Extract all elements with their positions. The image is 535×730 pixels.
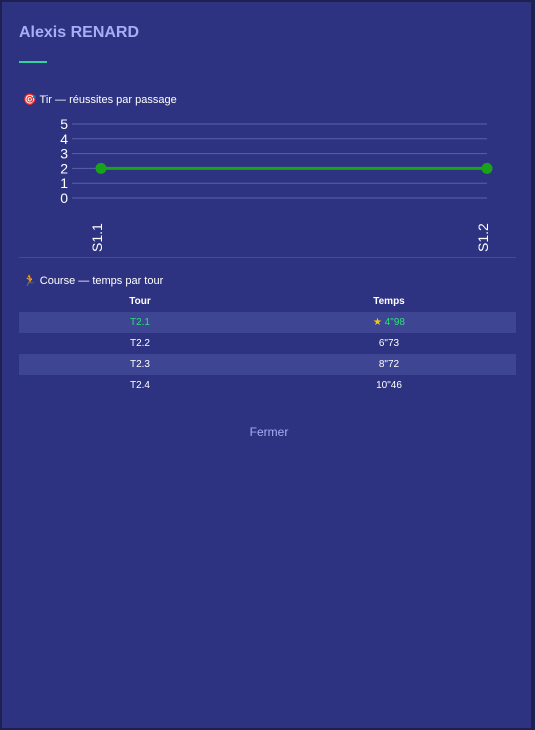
modal-title: Alexis RENARD — [19, 24, 140, 41]
y-tick-label: 1 — [60, 175, 68, 191]
y-tick-label: 2 — [60, 160, 68, 176]
table-cell: T2.3 — [129, 359, 150, 370]
point — [95, 162, 107, 174]
column-header: Tour — [129, 296, 151, 307]
y-tick-label: 4 — [60, 131, 68, 147]
best-star: ★ — [373, 317, 385, 328]
separator — [19, 257, 516, 258]
table-cell: 10"46 — [376, 380, 402, 391]
x-tick-label: S1.1 — [89, 223, 105, 252]
column-header: Temps — [373, 296, 405, 307]
table-cell: 8"72 — [378, 359, 400, 370]
row-background — [19, 354, 516, 375]
table-cell: T2.1 — [129, 317, 150, 328]
y-tick-label: 0 — [60, 190, 68, 206]
row-background — [19, 312, 516, 333]
close-button[interactable]: Fermer — [249, 425, 289, 439]
best-time: 4"98 — [384, 317, 405, 328]
x-tick-label: S1.2 — [475, 223, 491, 252]
table-cell: 6"73 — [378, 338, 400, 349]
y-tick-label: 5 — [60, 116, 68, 132]
y-tick-label: 3 — [60, 146, 68, 162]
table-cell: T2.2 — [129, 338, 150, 349]
table-title: 🏃 Course — temps par tour — [23, 275, 164, 287]
chart-title: 🎯 Tir — réussites par passage — [23, 94, 177, 106]
title-underline — [19, 61, 47, 63]
table-cell: T2.4 — [129, 380, 150, 391]
point — [481, 162, 493, 174]
table-cell: ★ 4"98 — [329, 312, 449, 333]
